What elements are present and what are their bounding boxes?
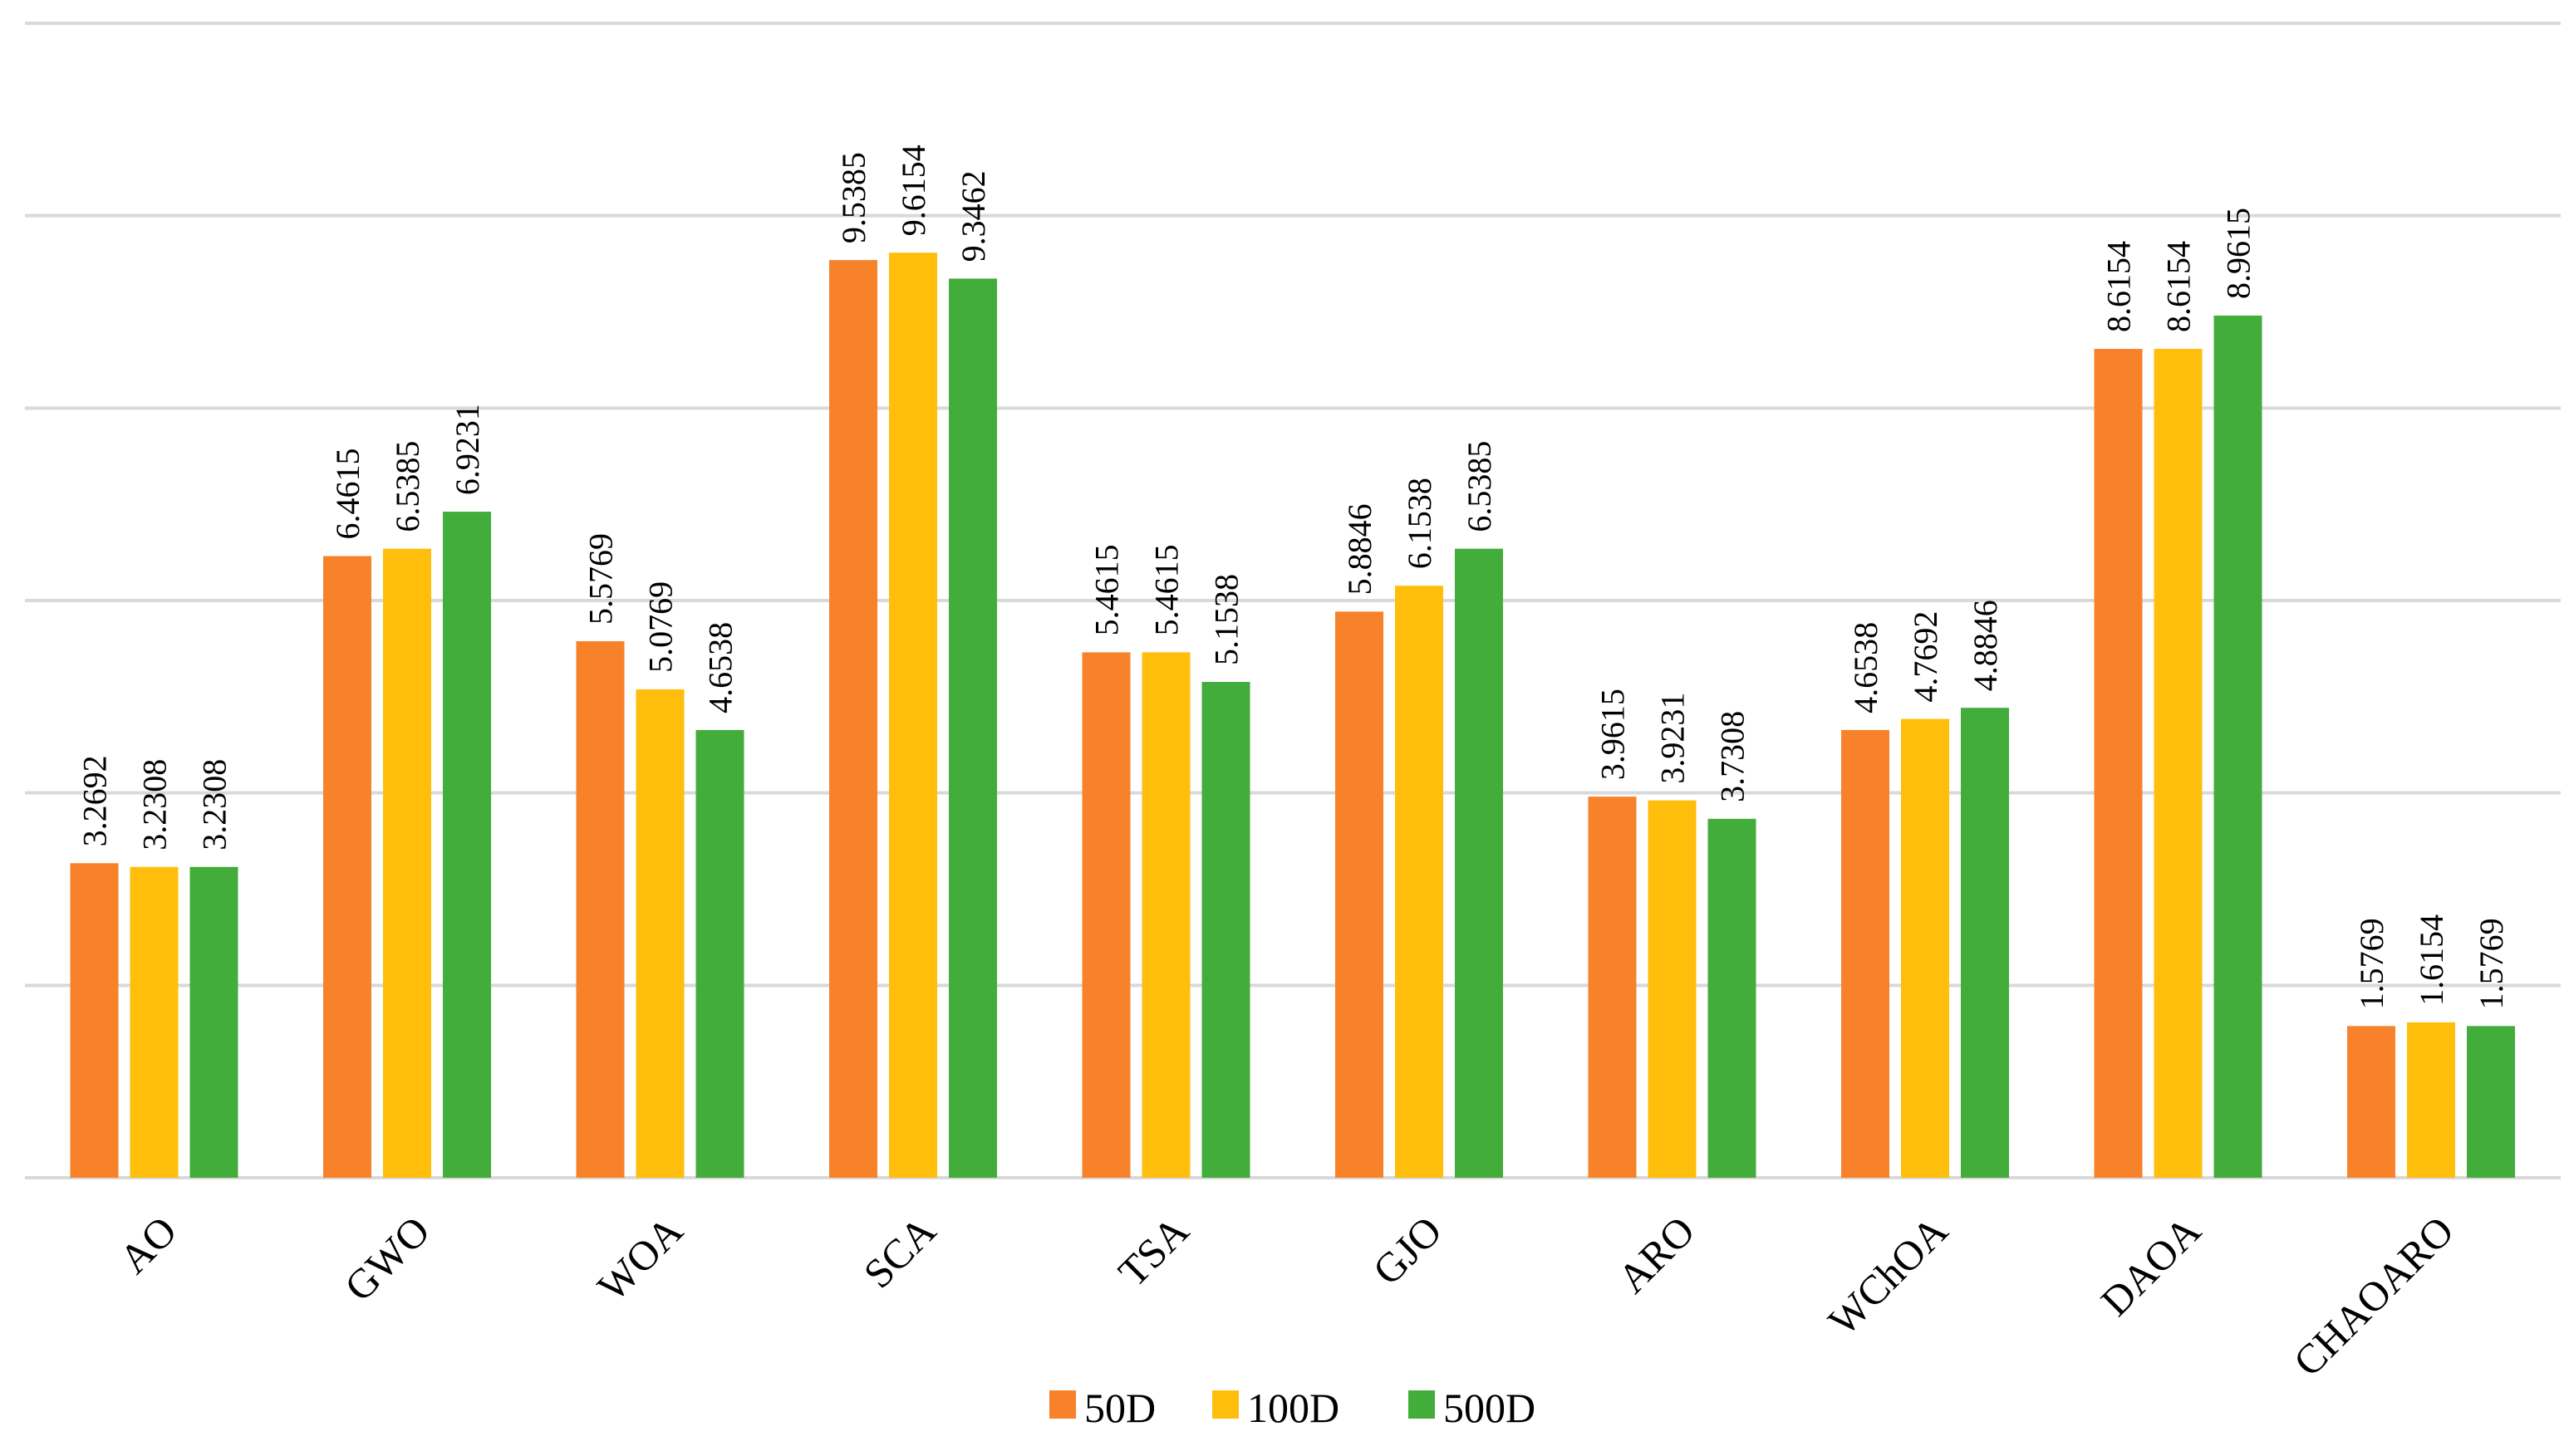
bar-100D-AO (130, 866, 179, 1178)
category-label: CHAOARO (2284, 1207, 2462, 1385)
category-label: AO (111, 1207, 186, 1282)
data-label: 6.5385 (1461, 441, 1498, 532)
bar-500D-AO (189, 866, 238, 1178)
bar-100D-CHAOARO (2407, 1022, 2455, 1178)
bar-50D-SCA (829, 260, 877, 1178)
legend-swatch (1408, 1390, 1435, 1419)
legend-item-500D: 500D (1408, 1385, 1535, 1431)
data-label: 3.9615 (1594, 689, 1632, 780)
data-label: 5.0769 (642, 581, 680, 673)
bar-100D-WOA (636, 689, 685, 1178)
data-label: 6.9231 (449, 404, 486, 495)
data-label: 5.1538 (1208, 574, 1245, 665)
category-label: GJO (1363, 1207, 1450, 1293)
legend-swatch (1049, 1390, 1076, 1419)
bar-100D-DAOA (2154, 349, 2203, 1178)
legend-label: 500D (1443, 1385, 1535, 1431)
category-label: WOA (588, 1207, 691, 1310)
data-label: 4.6538 (1847, 622, 1884, 713)
bar-100D-TSA (1142, 652, 1191, 1178)
category-label: GWO (336, 1207, 439, 1310)
legend-swatch (1212, 1390, 1239, 1419)
legend: 50D 100D 500D (1049, 1385, 1535, 1431)
legend-label: 50D (1084, 1385, 1156, 1431)
data-label: 5.4615 (1088, 544, 1126, 635)
category-label: SCA (854, 1207, 944, 1297)
bar-50D-GWO (323, 556, 371, 1178)
data-labels: 3.2692 3.2308 3.2308 6.4615 6.5385 6.9231 5.57… (76, 145, 2511, 1009)
data-label: 5.8846 (1341, 503, 1378, 595)
bar-500D-DAOA (2213, 315, 2262, 1178)
bar-50D-WOA (576, 641, 625, 1178)
data-label: 3.2308 (196, 759, 233, 851)
data-label: 6.1538 (1401, 478, 1438, 569)
data-label: 1.5769 (2473, 918, 2510, 1009)
data-label: 5.4615 (1148, 544, 1186, 635)
bar-500D-SCA (949, 278, 997, 1179)
bar-500D-TSA (1201, 682, 1250, 1178)
data-label: 6.5385 (389, 441, 426, 532)
bar-100D-SCA (889, 252, 937, 1178)
bar-100D-GJO (1395, 586, 1443, 1178)
data-label: 8.9615 (2220, 208, 2257, 299)
data-label: 1.6154 (2413, 914, 2450, 1006)
data-label: 3.2308 (136, 759, 174, 851)
data-label: 6.4615 (329, 449, 366, 540)
bar-50D-DAOA (2094, 349, 2143, 1178)
data-label: 1.5769 (2353, 918, 2390, 1009)
data-label: 4.6538 (702, 622, 739, 713)
bar-500D-GJO (1455, 548, 1503, 1178)
category-label: ARO (1609, 1207, 1703, 1302)
category-axis: AO GWO WOA SCA TSA GJO ARO WChOA DAOA CHAOARO (111, 1207, 2463, 1385)
bar-50D-CHAOARO (2347, 1026, 2395, 1178)
bars (70, 252, 2515, 1179)
data-label: 4.7692 (1907, 611, 1944, 703)
data-label: 9.5385 (835, 152, 872, 243)
bar-50D-WChOA (1841, 729, 1889, 1178)
data-label: 3.2692 (76, 755, 114, 846)
category-label: TSA (1109, 1207, 1197, 1295)
bar-50D-ARO (1588, 797, 1637, 1178)
bar-100D-GWO (383, 548, 431, 1178)
bar-100D-WChOA (1901, 718, 1949, 1178)
category-label: DAOA (2092, 1207, 2210, 1325)
bar-500D-WChOA (1961, 708, 2009, 1178)
data-label: 4.8846 (1967, 600, 2004, 691)
data-label: 5.5769 (582, 533, 620, 625)
data-label: 3.9231 (1654, 693, 1692, 784)
bar-500D-GWO (443, 512, 491, 1178)
legend-label: 100D (1247, 1385, 1339, 1431)
bar-50D-GJO (1335, 611, 1383, 1178)
bar-500D-ARO (1707, 818, 1756, 1178)
legend-item-50D: 50D (1049, 1385, 1156, 1431)
data-label: 8.6154 (2160, 241, 2198, 332)
data-label: 3.7308 (1714, 711, 1751, 802)
data-label: 9.3462 (955, 170, 992, 262)
data-label: 8.6154 (2100, 241, 2138, 332)
bar-100D-ARO (1648, 800, 1697, 1178)
category-label: WChOA (1819, 1207, 1956, 1344)
data-label: 9.6154 (895, 145, 932, 236)
bar-50D-AO (70, 863, 119, 1178)
bar-500D-CHAOARO (2467, 1026, 2515, 1178)
bar-50D-TSA (1082, 652, 1131, 1178)
bar-500D-WOA (695, 729, 744, 1178)
legend-item-100D: 100D (1212, 1385, 1339, 1431)
